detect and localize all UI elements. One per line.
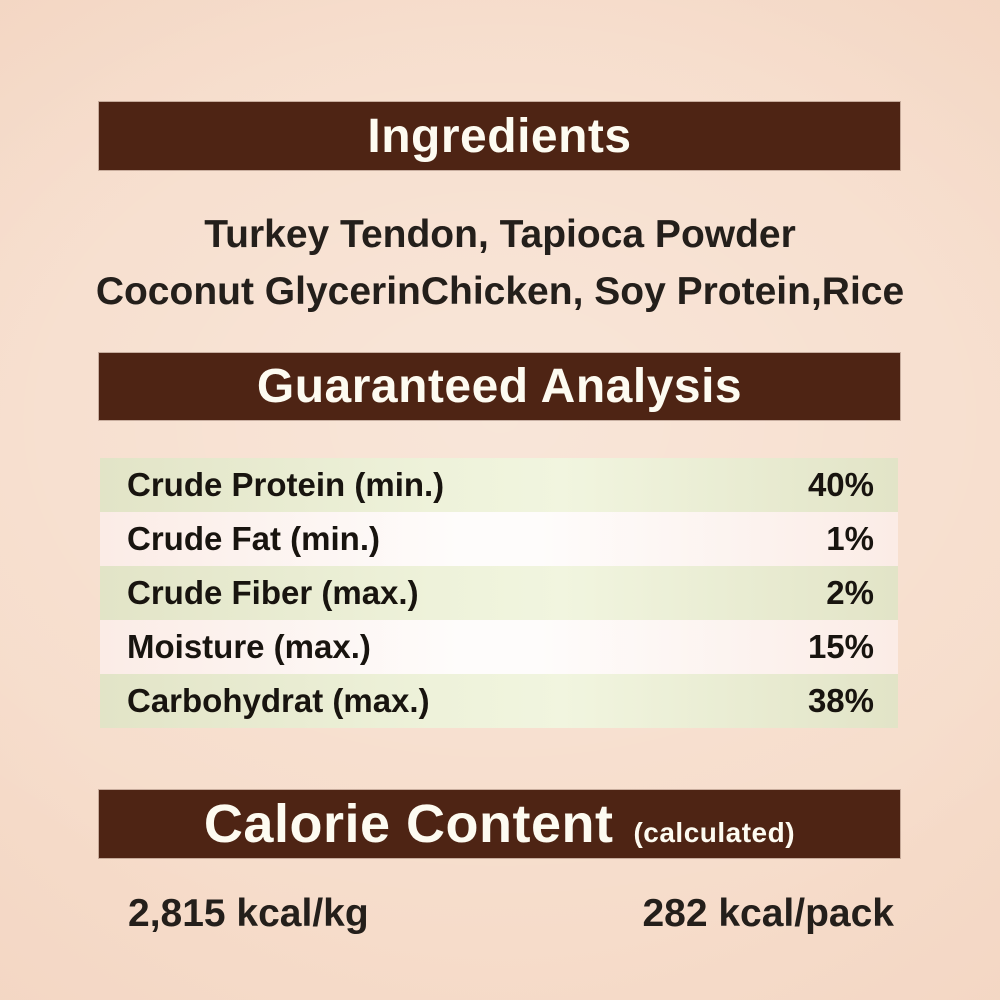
ingredients-title: Ingredients — [367, 109, 632, 163]
analysis-row-crude-fiber: Crude Fiber (max.) 2% — [100, 566, 898, 620]
analysis-row-crude-protein: Crude Protein (min.) 40% — [100, 458, 898, 512]
analysis-row-value: 40% — [807, 466, 874, 503]
calorie-content-header-inner: Calorie Content (calculated) — [204, 793, 795, 855]
analysis-row-value: 15% — [807, 628, 874, 665]
analysis-row-label: Crude Fat (min.) — [127, 520, 380, 557]
ingredients-list: Turkey Tendon, Tapioca Powder Coconut Gl… — [0, 206, 1000, 320]
analysis-row-value: 2% — [826, 574, 874, 611]
ingredients-line-1: Turkey Tendon, Tapioca Powder — [204, 213, 796, 256]
calorie-content-header-bar: Calorie Content (calculated) — [99, 790, 900, 858]
analysis-row-moisture: Moisture (max.) 15% — [100, 620, 898, 674]
guaranteed-analysis-title: Guaranteed Analysis — [256, 360, 743, 413]
analysis-row-crude-fat: Crude Fat (min.) 1% — [100, 512, 898, 566]
analysis-row-value: 38% — [807, 682, 874, 719]
guaranteed-analysis-header-bar: Guaranteed Analysis — [99, 353, 900, 420]
calorie-per-pack: 282 kcal/pack — [642, 892, 894, 935]
calorie-content-subtitle: (calculated) — [633, 817, 796, 848]
guaranteed-analysis-table: Crude Protein (min.) 40% Crude Fat (min.… — [100, 458, 898, 728]
calorie-per-kg: 2,815 kcal/kg — [128, 892, 369, 935]
analysis-row-label: Moisture (max.) — [127, 628, 371, 665]
analysis-row-value: 1% — [826, 520, 874, 557]
analysis-row-label: Crude Protein (min.) — [127, 466, 445, 503]
ingredients-header-bar: Ingredients — [99, 102, 900, 170]
calorie-values-row: 2,815 kcal/kg 282 kcal/pack — [100, 892, 898, 936]
analysis-row-label: Crude Fiber (max.) — [127, 574, 419, 611]
calorie-content-title: Calorie Content — [203, 794, 614, 854]
analysis-row-carbohydrate: Carbohydrat (max.) 38% — [100, 674, 898, 728]
analysis-row-label: Carbohydrat (max.) — [127, 682, 430, 719]
ingredients-line-2: Coconut GlycerinChicken, Soy Protein,Ric… — [95, 270, 905, 313]
